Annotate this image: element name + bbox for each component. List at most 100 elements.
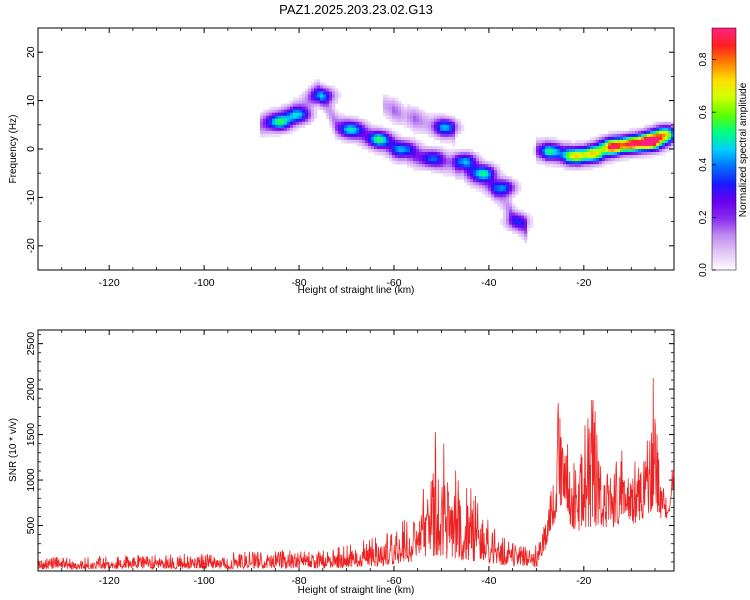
spectrogram-cell (395, 155, 399, 159)
spectrogram-cell (602, 161, 606, 165)
spectrogram-cell (548, 142, 552, 147)
spectrogram-cell (536, 161, 540, 165)
spectrogram-cell (389, 158, 393, 162)
colorbar-cell (712, 183, 736, 186)
spectrogram-cell (494, 173, 498, 177)
spectrogram-cell (410, 155, 414, 159)
spectrogram-cell (545, 164, 549, 168)
spectrogram-cell (467, 179, 471, 183)
spectrogram-cell (356, 136, 360, 141)
spectrogram-cell (323, 94, 327, 98)
spectrogram-cell (509, 200, 513, 204)
spectrogram-cell (548, 155, 552, 159)
spectrogram-cell (518, 212, 522, 216)
spectrogram-cell (428, 121, 432, 126)
spectrogram-cell (494, 170, 498, 174)
spectrogram-cell (494, 164, 498, 168)
spectrogram-cell (344, 118, 348, 123)
spectrogram-cell (662, 121, 666, 126)
spectrogram-cell (599, 142, 603, 147)
spectrogram-cell (587, 149, 591, 153)
spectrogram-cell (428, 115, 432, 120)
spectrogram-cell (455, 155, 459, 159)
spectrogram-cell (422, 130, 426, 135)
spectrogram-cell (608, 130, 612, 135)
spectrogram-cell (422, 155, 426, 159)
colorbar-cell (712, 151, 736, 154)
spectrogram-cell (419, 127, 423, 132)
spectrogram-cell (482, 179, 486, 183)
spectrogram-cell (488, 173, 492, 177)
spectrogram-cell (296, 121, 300, 126)
spectrogram-cell (539, 152, 543, 156)
spectrogram-cell (563, 158, 567, 162)
spectrogram-cell (275, 106, 279, 111)
spectrogram-cell (416, 155, 420, 159)
spectrogram-cell (509, 215, 513, 219)
spectrogram-cell (641, 130, 645, 135)
spectrogram-cell (401, 142, 405, 147)
spectrogram-cell (326, 94, 330, 98)
spectrogram-cell (557, 149, 561, 153)
spectrogram-cell (272, 118, 276, 123)
spectrogram-cell (611, 158, 615, 162)
colorbar-cell (712, 163, 736, 166)
spectrogram-cell (479, 158, 483, 162)
y-tick-label: 10 (25, 95, 37, 107)
spectrogram-cell (389, 130, 393, 135)
spectrogram-cell (332, 106, 336, 111)
spectrogram-cell (653, 152, 657, 156)
spectrogram-cell (344, 130, 348, 135)
spectrogram-cell (548, 152, 552, 156)
spectrogram-cell (413, 155, 417, 159)
spectrogram-cell (434, 136, 438, 141)
spectrogram-cell (410, 127, 414, 132)
spectrogram-cell (494, 194, 498, 198)
colorbar-cell (712, 92, 736, 95)
spectrogram-cell (611, 133, 615, 138)
spectrogram-cell (335, 121, 339, 126)
spectrogram-cell (446, 124, 450, 129)
spectrogram-cell (500, 206, 504, 210)
spectrogram-cell (449, 127, 453, 132)
spectrogram-cell (416, 139, 420, 144)
spectrogram-cell (668, 133, 672, 138)
spectrogram-cell (668, 145, 672, 150)
spectrogram-cell (374, 152, 378, 156)
colorbar-cell (712, 42, 736, 45)
spectrogram-cell (398, 161, 402, 165)
spectrogram-cell (311, 106, 315, 111)
spectrogram-cell (275, 124, 279, 129)
spectrogram-cell (581, 161, 585, 165)
spectrogram-cell (296, 118, 300, 123)
spectrogram-cell (626, 130, 630, 135)
colorbar-cell (712, 102, 736, 106)
spectrogram-cell (605, 142, 609, 147)
spectrogram-cell (428, 145, 432, 150)
spectrogram-cell (497, 185, 501, 189)
spectrogram-cell (671, 124, 675, 129)
spectrogram-cell (635, 145, 639, 150)
colorbar-cell (712, 58, 736, 61)
spectrogram-cell (341, 118, 345, 123)
colorbar-gradient (712, 28, 736, 271)
spectrogram-cell (470, 182, 474, 186)
spectrogram-cell (398, 115, 402, 120)
spectrogram-cell (404, 121, 408, 126)
spectrogram-cell (290, 106, 294, 111)
spectrogram-cell (473, 182, 477, 186)
spectrogram-cell (287, 103, 291, 108)
spectrogram-cell (542, 142, 546, 147)
spectrogram-cell (347, 139, 351, 144)
spectrogram-cell (359, 118, 363, 123)
spectrogram-cell (620, 139, 624, 144)
spectrogram-cell (449, 118, 453, 123)
spectrogram-cell (641, 127, 645, 132)
spectrogram-cell (431, 112, 435, 117)
spectrogram-cell (368, 142, 372, 147)
spectrogram-cell (509, 227, 513, 232)
spectrogram-cell (332, 121, 336, 126)
spectrogram-cell (419, 149, 423, 153)
spectrogram-cell (527, 227, 531, 232)
spectrogram-cell (404, 158, 408, 162)
